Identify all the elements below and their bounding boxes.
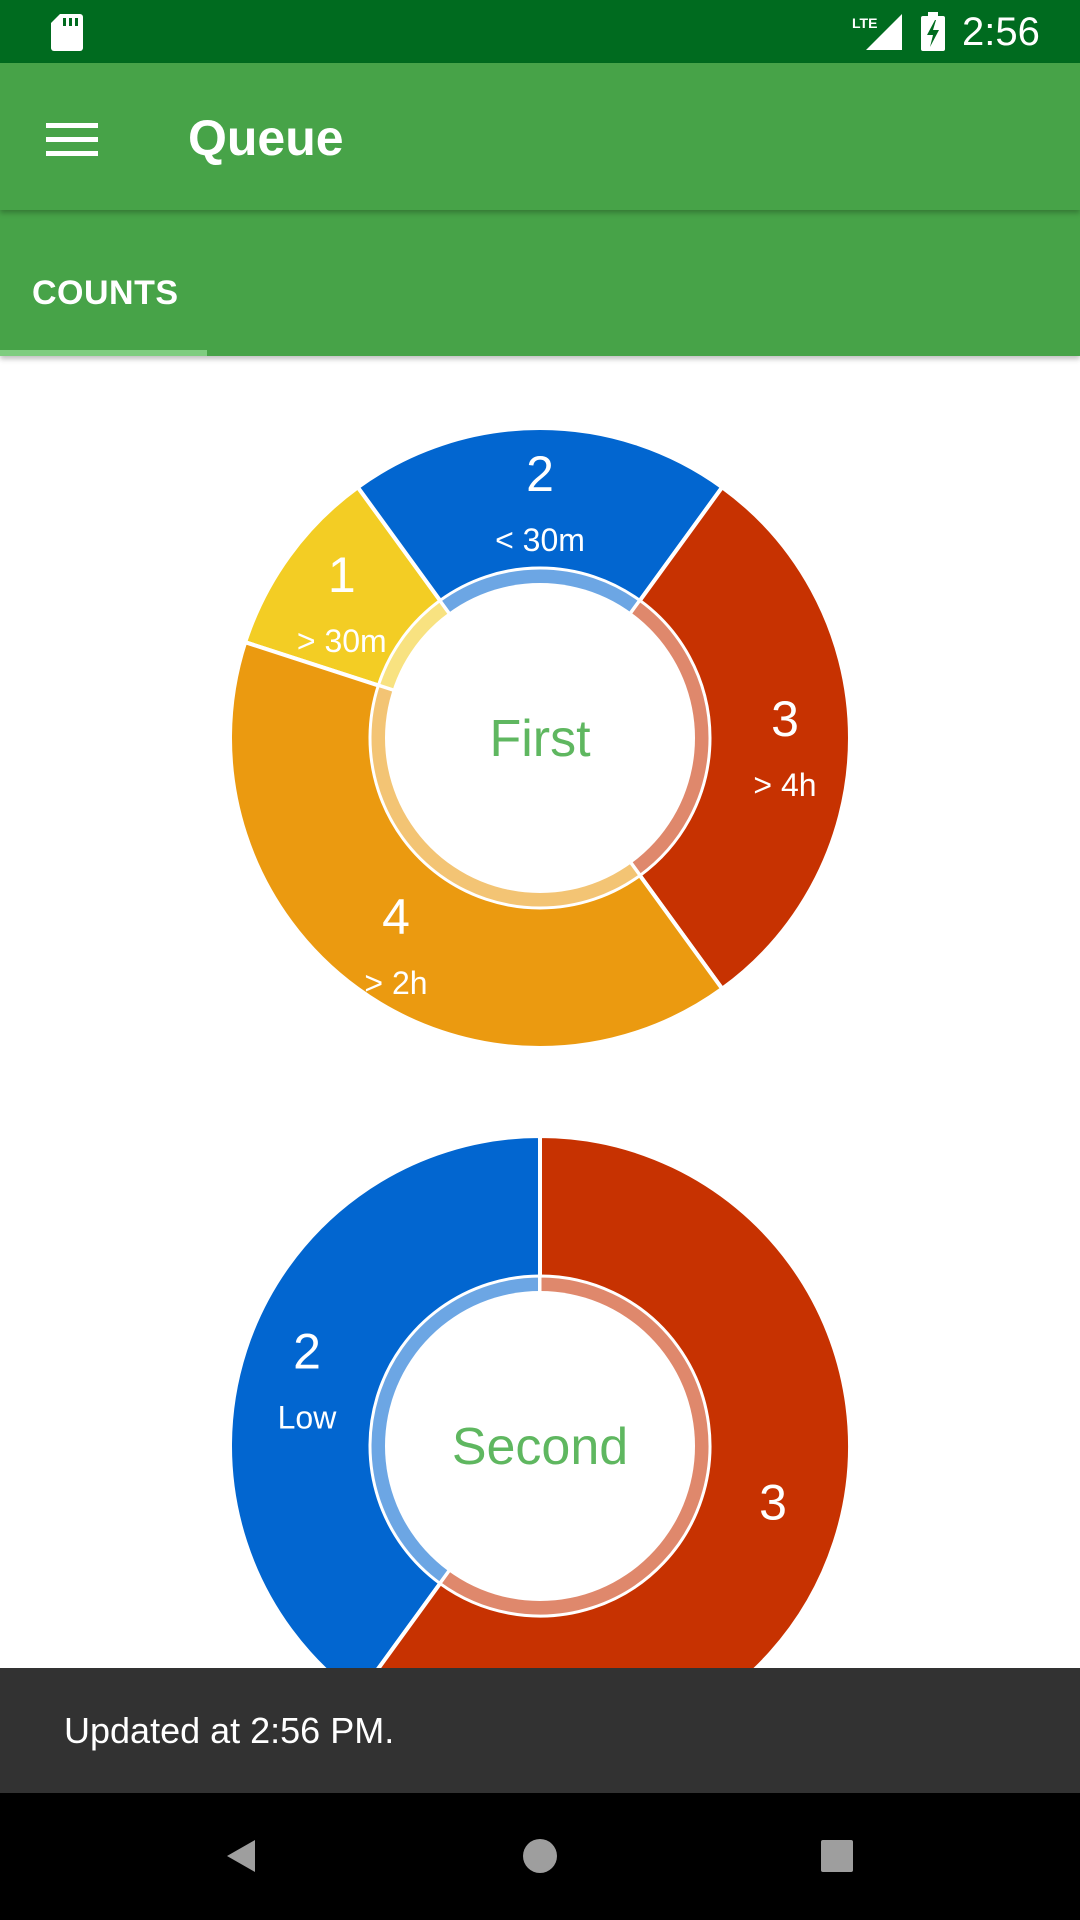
slice-value-label: 2 xyxy=(526,446,554,502)
status-bar: LTE 2:56 xyxy=(0,0,1080,63)
battery-charging-icon xyxy=(921,12,945,51)
network-label: LTE xyxy=(852,15,877,31)
navigation-bar xyxy=(0,1793,1080,1920)
donut-hole xyxy=(385,583,695,893)
chart-area: 1 > 30m 2 < 30m 3 > 4h 4 > 2h First 2 Low 3 Second xyxy=(0,356,1080,1668)
donut-chart-1: 1 > 30m 2 < 30m 3 > 4h 4 > 2h First xyxy=(228,426,852,1050)
back-button[interactable] xyxy=(208,1823,274,1889)
slice-category-label: > 2h xyxy=(364,965,427,1001)
slice-value-label: 2 xyxy=(293,1323,321,1379)
hamburger-menu-icon xyxy=(46,123,98,156)
recents-square-icon xyxy=(821,1840,853,1872)
slice-value-label: 3 xyxy=(771,691,799,747)
slice-category-label: < 30m xyxy=(495,522,585,558)
home-circle-icon xyxy=(523,1839,557,1873)
lte-signal-icon: LTE xyxy=(850,12,904,57)
recents-button[interactable] xyxy=(804,1823,870,1889)
tab-bar: COUNTS xyxy=(0,210,1080,356)
page-title: Queue xyxy=(188,110,344,166)
donut-hole xyxy=(385,1291,695,1601)
snackbar: Updated at 2:56 PM. xyxy=(0,1668,1080,1793)
slice-value-label: 4 xyxy=(382,889,410,945)
slice-value-label: 3 xyxy=(759,1475,787,1531)
donut-center-label: Second xyxy=(452,1418,628,1476)
slice-category-label: > 30m xyxy=(297,623,387,659)
donut-chart-2: 2 Low 3 Second xyxy=(228,1133,852,1668)
menu-button[interactable] xyxy=(36,103,108,175)
tab-counts[interactable]: COUNTS xyxy=(0,210,207,356)
status-clock: 2:56 xyxy=(962,10,1040,54)
donut-center-label: First xyxy=(489,710,591,768)
slice-category-label: Low xyxy=(278,1399,338,1435)
donut-charts: 1 > 30m 2 < 30m 3 > 4h 4 > 2h First 2 Low 3 Second xyxy=(228,426,852,1668)
back-triangle-icon xyxy=(227,1840,255,1872)
sd-card-icon xyxy=(51,14,83,51)
snackbar-message: Updated at 2:56 PM. xyxy=(64,1710,395,1751)
slice-category-label: > 4h xyxy=(753,767,816,803)
slice-value-label: 1 xyxy=(328,547,356,603)
tab-selected-indicator xyxy=(0,350,207,356)
app-bar: Queue xyxy=(0,63,1080,210)
home-button[interactable] xyxy=(507,1823,573,1889)
tab-counts-label: COUNTS xyxy=(32,274,179,312)
